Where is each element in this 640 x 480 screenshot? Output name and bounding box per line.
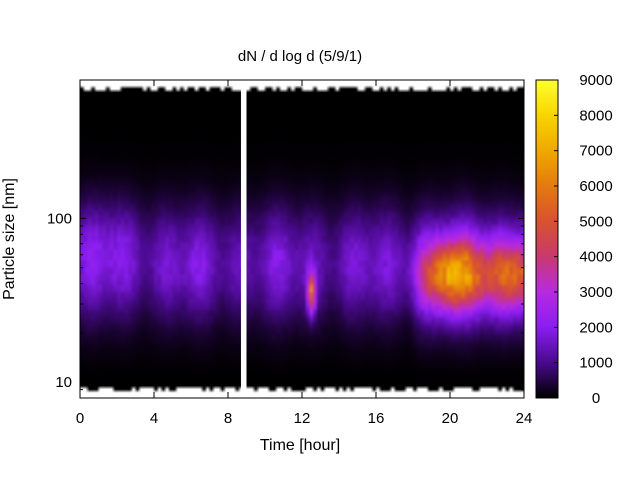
colorbar-tick-label: 8000 [579,107,612,124]
colorbar-tick-label: 3000 [579,284,612,301]
chart-title: dN / d log d (5/9/1) [238,48,362,65]
y-axis-label: Particle size [nm] [1,178,18,300]
colorbar-tick-label: 0 [592,390,600,407]
colorbar-tick-label: 2000 [579,319,612,336]
heatmap-image [80,80,524,398]
colorbar-tick-label: 4000 [579,249,612,266]
plot-frame [79,79,525,399]
x-axis: 0 4 8 12 16 20 24 [76,80,533,427]
x-tick-label: 16 [368,410,385,427]
x-tick-label: 8 [224,410,232,427]
colorbar-tick-label: 9000 [579,72,612,89]
x-tick-label: 4 [150,410,158,427]
y-tick-label: 100 [47,210,72,227]
x-tick-label: 20 [442,410,459,427]
x-axis-label: Time [hour] [260,437,340,454]
x-tick-label: 24 [516,410,533,427]
colorbar-tick-label: 1000 [579,355,612,372]
colorbar-tick-label: 7000 [579,143,612,160]
colorbar-axis: 0 1000 2000 3000 4000 5000 6000 7000 8000 9000 [554,72,613,407]
x-tick-label: 12 [294,410,311,427]
colorbar-tick-label: 5000 [579,213,612,230]
colorbar-frame [535,79,559,399]
colorbar-tick-label: 6000 [579,178,612,195]
data-gap [240,80,247,398]
colorbar-image [536,80,558,398]
y-tick-label: 10 [55,374,72,391]
x-tick-label: 0 [76,410,84,427]
